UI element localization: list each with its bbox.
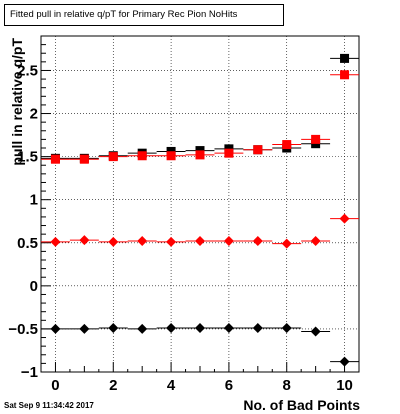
grid [41,36,359,373]
data-point-diamond [281,238,292,249]
data-point-diamond [223,236,234,247]
y-tick-label: 2.5 [17,62,38,79]
data-point-diamond [137,236,148,247]
y-tick-label: 0.5 [17,235,38,252]
y-tick-label: −0.5 [8,321,38,338]
x-tick-label: 2 [109,377,117,394]
plot-frame [40,35,360,373]
data-point-diamond [310,326,321,337]
data-point-diamond [281,323,292,334]
x-tick-label: 6 [225,377,233,394]
timestamp: Sat Sep 9 11:34:42 2017 [4,401,94,410]
data-point-diamond [252,236,263,247]
data-point-diamond [195,236,205,247]
data-point-diamond [50,236,61,247]
y-tick-label: 1 [30,192,38,209]
y-tick-label: 2 [30,106,38,123]
data-point-diamond [79,235,90,246]
data-point-diamond [108,236,119,247]
data-point-diamond [108,323,119,334]
data-point-square [79,154,89,164]
data-point-square [195,150,205,160]
data-point-diamond [339,356,350,367]
data-point-diamond [166,323,177,334]
data-point-diamond [195,323,205,334]
data-point-square [282,140,292,150]
data-point-square [224,148,234,158]
x-tick-label: 10 [336,377,353,394]
data-point-diamond [339,213,350,224]
data-point-square [340,70,350,80]
data-point-square [108,152,118,162]
data-point-square [166,151,176,161]
chart-title: Fitted pull in relative q/pT for Primary… [4,4,284,26]
data-point-diamond [310,236,321,247]
data-point-diamond [50,323,61,334]
x-tick-label: 8 [283,377,291,394]
y-tick-label: −1 [21,364,38,381]
data-series [41,53,359,367]
data-point-square [253,145,263,155]
x-tick-label: 4 [167,377,176,394]
data-point-diamond [137,323,148,334]
data-point-square [311,134,321,144]
data-point-diamond [166,236,177,247]
x-tick-label: 0 [51,377,59,394]
data-point-square [137,151,147,161]
data-point-diamond [223,323,234,334]
y-axis-title: pull in relative q/pT [9,38,25,166]
data-point-diamond [252,323,263,334]
data-point-square [50,154,60,164]
axes: 0 2 4 6 8 10 −1 −0.5 0 0.5 1 1.5 2 2.5 [8,44,353,394]
y-tick-label: 0 [30,278,38,295]
data-point-diamond [79,323,90,334]
x-axis-title: No. of Bad Points [243,397,360,413]
data-point-square [340,53,350,63]
y-tick-label: 1.5 [17,149,38,166]
